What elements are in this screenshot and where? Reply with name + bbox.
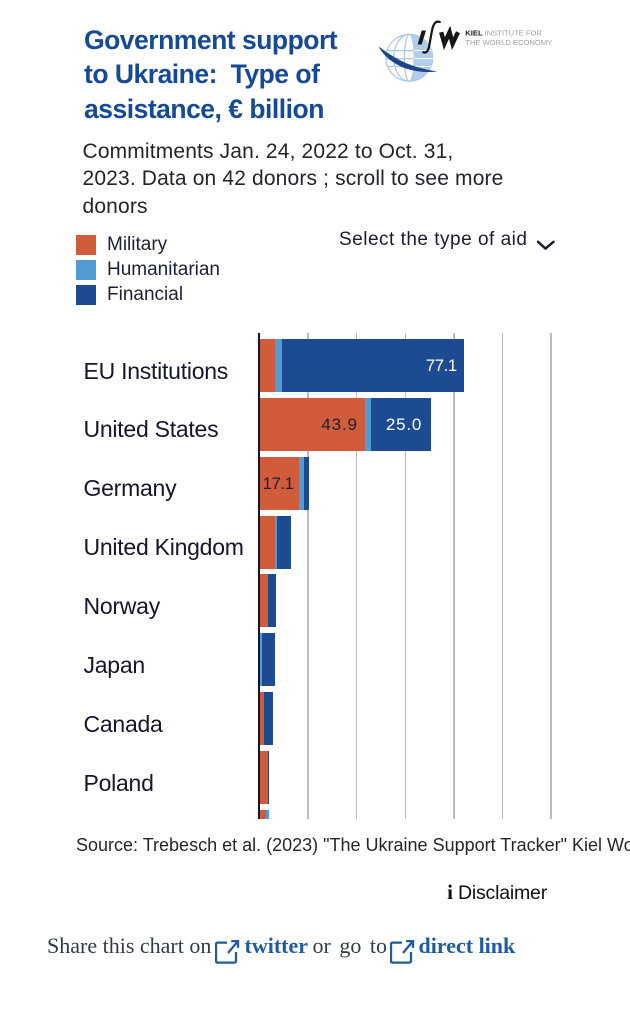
svg-text:THE WORLD ECONOMY: THE WORLD ECONOMY — [465, 38, 552, 47]
svg-text:KIEL INSTITUTE FOR: KIEL INSTITUTE FOR — [465, 28, 542, 37]
